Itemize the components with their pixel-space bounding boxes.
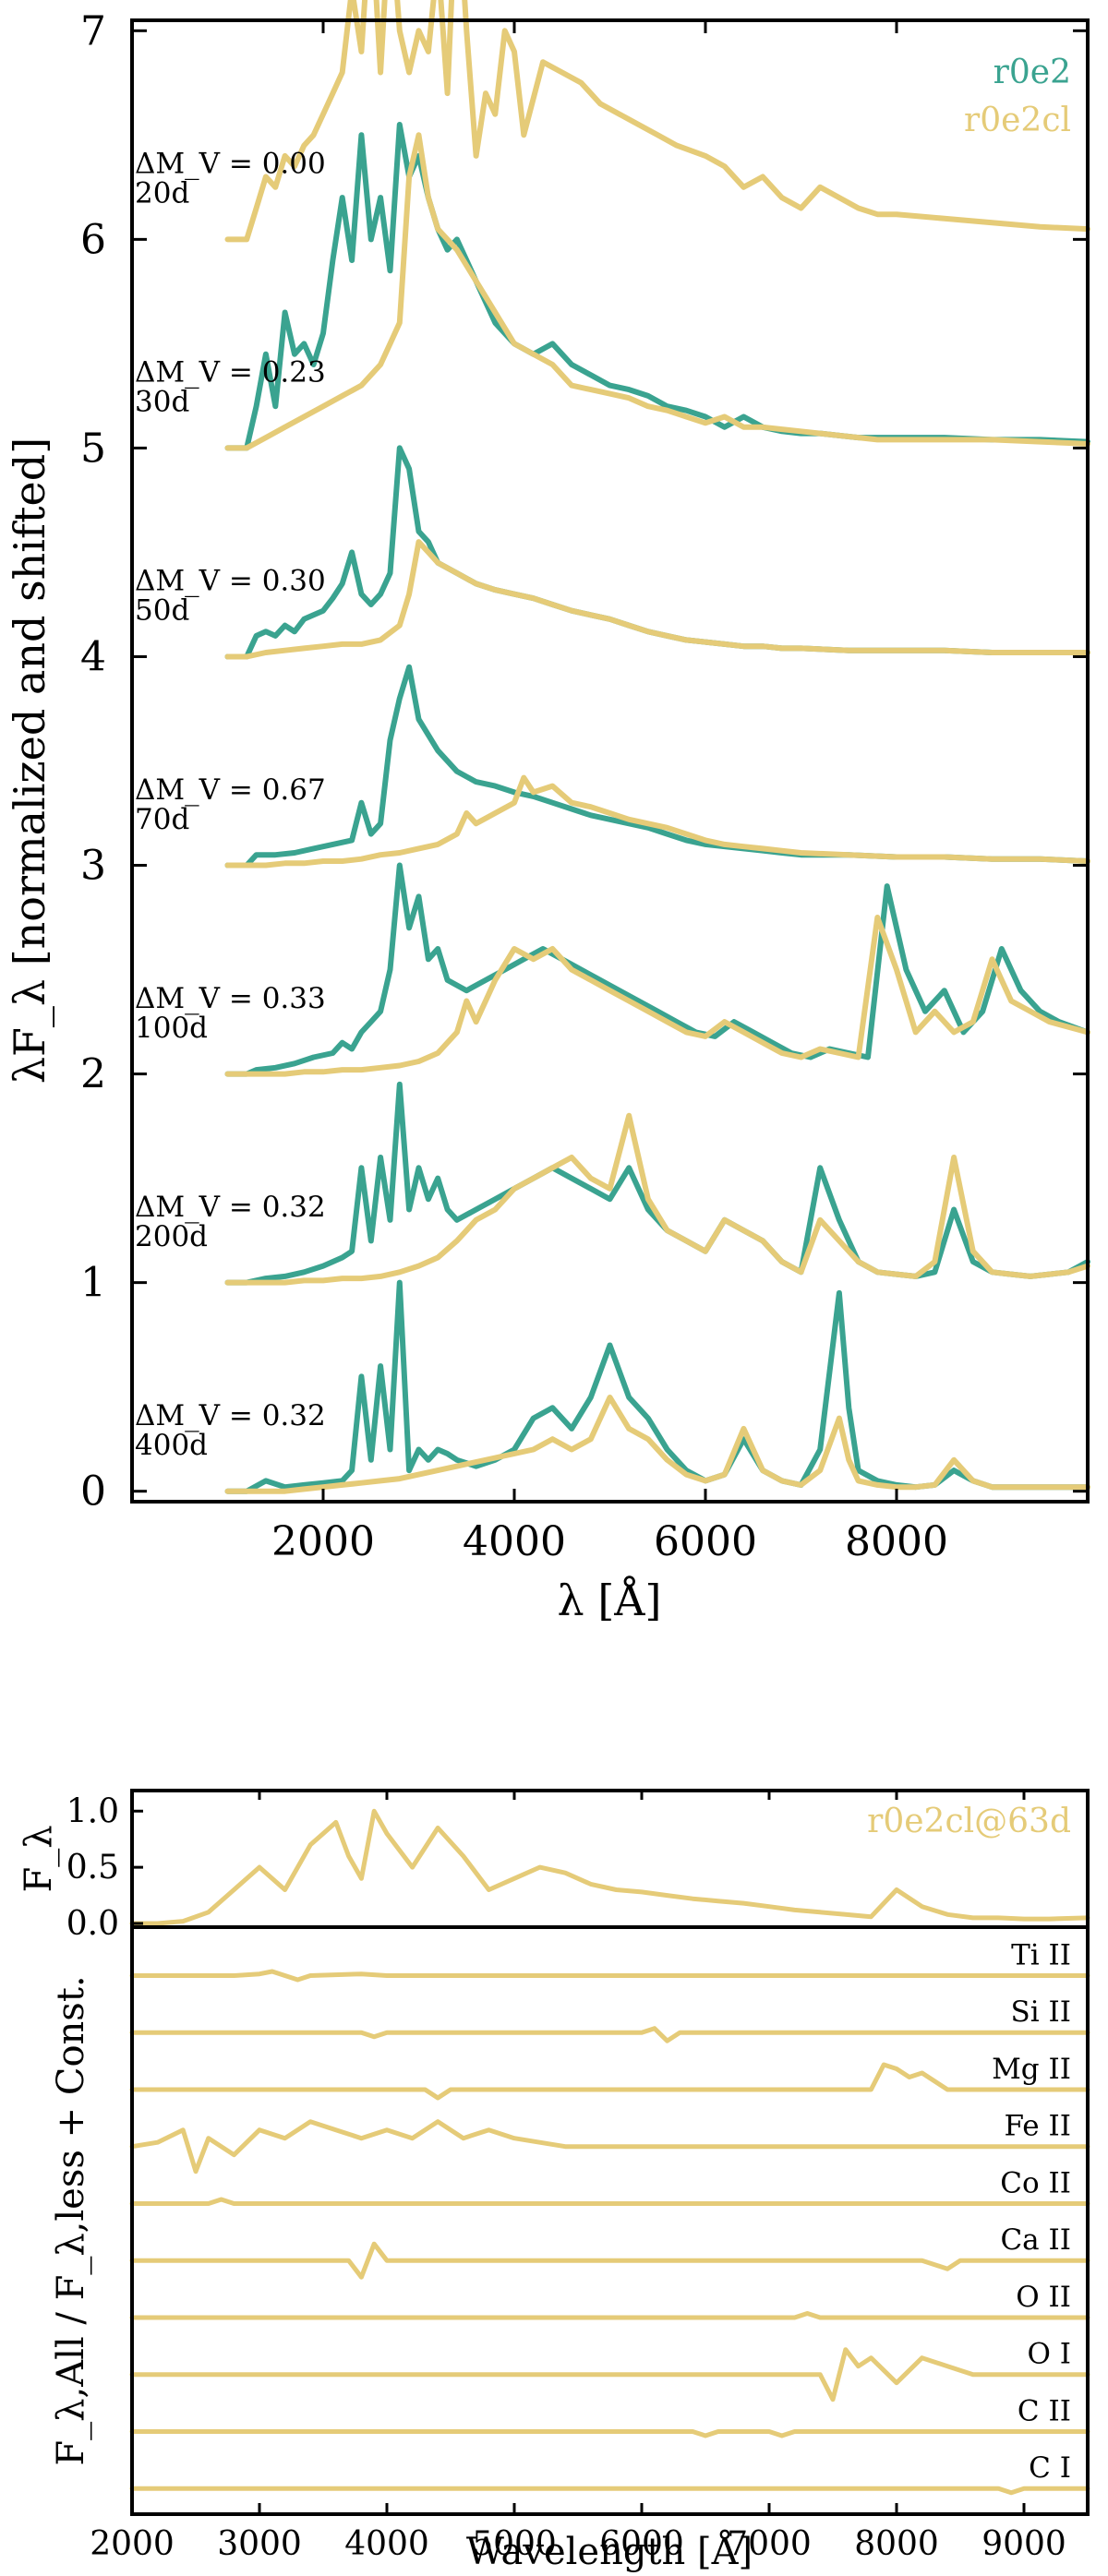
series-r0e2cl-400d (224, 1395, 1090, 1494)
series-flux-63d (129, 1808, 1090, 1926)
x-tick-label-4000: 4000 (463, 1518, 566, 1565)
series-ion-ti-ii (129, 1969, 1090, 1983)
series-r0e2-400d (224, 1279, 1090, 1494)
epoch-label-70d: 70d (135, 803, 189, 836)
epoch-label-20d: 20d (135, 177, 189, 210)
bottom-x-tick-label-5000: 5000 (472, 2525, 557, 2563)
series-ion-co-ii (129, 2197, 1090, 2206)
y-tick-label-5: 5 (80, 425, 106, 472)
series-r0e2cl-70d (224, 774, 1090, 869)
top-x-ticks: 2000 4000 6000 8000 (271, 20, 948, 1565)
x-tick-label-2000: 2000 (271, 1518, 375, 1565)
y-tick-label-2: 2 (80, 1051, 106, 1098)
series-ion-c-i (129, 2486, 1090, 2496)
delta-mv-label-200d: ΔM_V = 0.32 (135, 1191, 326, 1224)
bottom-x-tick-label-8000: 8000 (854, 2525, 939, 2563)
delta-mv-label-70d: ΔM_V = 0.67 (135, 773, 326, 807)
bottom-x-tick-label-3000: 3000 (217, 2525, 302, 2563)
ion-ratio-series: Ti II Si II Mg II Fe II Co II Ca II O II O I C I… (129, 1939, 1090, 2496)
bottom-y-tick-label-0.5: 0.5 (66, 1849, 119, 1887)
series-ion-mg-ii (129, 2062, 1090, 2101)
series-ion-ca-ii (129, 2241, 1090, 2280)
epoch-label-50d: 50d (135, 594, 189, 628)
series-r0e2cl-50d (224, 539, 1090, 660)
delta-mv-label-400d: ΔM_V = 0.32 (135, 1399, 326, 1432)
ion-label-ti-ii: Ti II (1011, 1939, 1071, 1972)
epoch-label-100d: 100d (135, 1012, 208, 1045)
ion-label-c-ii: C II (1018, 2395, 1071, 2428)
series-r0e2-70d (224, 664, 1090, 869)
series-r0e2cl-30d (224, 132, 1090, 451)
legend-r0e2cl: r0e2cl (964, 102, 1071, 139)
y-tick-label-6: 6 (80, 216, 106, 263)
ion-label-c-i: C I (1029, 2451, 1071, 2485)
ion-label-si-ii: Si II (1011, 1995, 1072, 2029)
bottom-y-ticks: 0.0 0.5 1.0 (66, 1792, 143, 1943)
bottom-lower-y-axis-label: F_λ,All / F_λ,less + Const. (50, 1975, 92, 2465)
bottom-x-tick-label-6000: 6000 (599, 2525, 684, 2563)
top-x-axis-label: λ [Å] (558, 1575, 662, 1625)
bottom-x-ticks: 2000 3000 4000 5000 6000 7000 8000 9000 (90, 1791, 1066, 2563)
y-tick-label-7: 7 (80, 7, 106, 54)
x-tick-label-6000: 6000 (654, 1518, 757, 1565)
bottom-flux-series (129, 1808, 1090, 1926)
ion-label-mg-ii: Mg II (992, 2053, 1071, 2086)
y-tick-label-4: 4 (80, 633, 106, 680)
series-r0e2cl-200d (224, 1112, 1090, 1286)
delta-mv-label-20d: ΔM_V = 0.00 (135, 148, 326, 181)
top-y-ticks: 0 1 2 3 4 5 6 7 (80, 7, 1088, 1516)
ion-label-ca-ii: Ca II (1000, 2223, 1071, 2257)
delta-mv-label-50d: ΔM_V = 0.30 (135, 565, 326, 598)
y-tick-label-3: 3 (80, 843, 106, 890)
series-r0e2-200d (224, 1081, 1090, 1286)
series-ion-o-i (129, 2347, 1090, 2402)
bottom-panel: Ti II Si II Mg II Fe II Co II Ca II O II O I C I… (18, 1789, 1090, 2573)
bottom-x-tick-label-4000: 4000 (344, 2525, 429, 2563)
bottom-x-tick-label-2000: 2000 (90, 2525, 175, 2563)
bottom-y-tick-label-0: 0.0 (66, 1905, 119, 1943)
series-r0e2-100d (224, 862, 1090, 1077)
top-series-group (224, 0, 1090, 1494)
top-y-axis-label: λF_λ [normalized and shifted] (5, 437, 54, 1084)
epoch-label-200d: 200d (135, 1220, 208, 1253)
bottom-y-tick-label-1: 1.0 (66, 1792, 119, 1830)
series-r0e2-50d (224, 445, 1090, 660)
ion-label-o-ii: O II (1016, 2281, 1071, 2314)
ion-label-co-ii: Co II (1000, 2167, 1071, 2200)
legend-r0e2cl-63d: r0e2cl@63d (867, 1803, 1071, 1840)
y-tick-label-1: 1 (80, 1260, 106, 1307)
series-ion-si-ii (129, 2026, 1090, 2043)
ion-label-o-i: O I (1027, 2338, 1071, 2371)
bottom-lower-frame (130, 1925, 1090, 2516)
bottom-top-y-axis-label: F_λ (18, 1825, 60, 1892)
series-ion-fe-ii (129, 2119, 1090, 2175)
series-r0e2cl-100d (224, 915, 1090, 1077)
series-ion-c-ii (129, 2429, 1090, 2438)
series-r0e2-30d (224, 122, 1090, 451)
bottom-x-tick-label-7000: 7000 (727, 2525, 812, 2563)
series-r0e2cl-20d (224, 0, 1090, 243)
delta-mv-label-100d: ΔM_V = 0.33 (135, 982, 326, 1015)
epoch-label-400d: 400d (135, 1429, 208, 1462)
bottom-x-tick-label-9000: 9000 (982, 2525, 1066, 2563)
x-tick-label-8000: 8000 (845, 1518, 948, 1565)
legend-r0e2: r0e2 (994, 54, 1071, 91)
ion-label-fe-ii: Fe II (1004, 2110, 1071, 2143)
bottom-x-axis-label: Wavelength [Å] (466, 2530, 753, 2573)
series-ion-o-ii (129, 2311, 1090, 2320)
epoch-label-30d: 30d (135, 386, 189, 419)
delta-mv-label-30d: ΔM_V = 0.23 (135, 356, 326, 389)
top-plot-frame (130, 18, 1090, 1504)
y-tick-label-0: 0 (80, 1468, 106, 1516)
